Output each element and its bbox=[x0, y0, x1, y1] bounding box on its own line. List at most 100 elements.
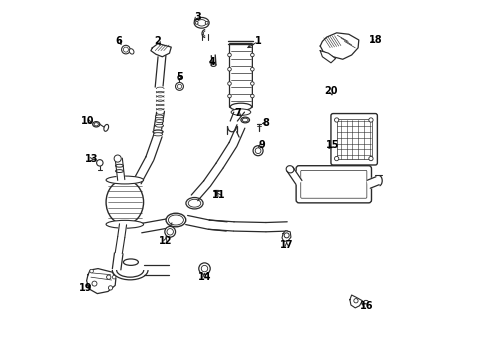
Polygon shape bbox=[320, 51, 335, 63]
Circle shape bbox=[112, 275, 116, 279]
Text: 4: 4 bbox=[208, 57, 215, 67]
Circle shape bbox=[227, 94, 231, 98]
Circle shape bbox=[353, 298, 357, 303]
Polygon shape bbox=[282, 231, 290, 242]
Circle shape bbox=[166, 229, 173, 235]
Circle shape bbox=[195, 21, 198, 24]
Text: 19: 19 bbox=[79, 283, 92, 293]
Ellipse shape bbox=[185, 198, 203, 209]
Circle shape bbox=[106, 275, 111, 279]
FancyBboxPatch shape bbox=[330, 113, 377, 165]
Circle shape bbox=[253, 146, 263, 156]
Text: 5: 5 bbox=[176, 72, 183, 82]
Polygon shape bbox=[133, 157, 153, 184]
Text: 16: 16 bbox=[359, 301, 373, 311]
Circle shape bbox=[92, 281, 97, 286]
Circle shape bbox=[108, 286, 112, 290]
Ellipse shape bbox=[93, 122, 100, 127]
Text: 14: 14 bbox=[197, 272, 211, 282]
Ellipse shape bbox=[153, 130, 163, 134]
Circle shape bbox=[227, 53, 231, 57]
Circle shape bbox=[205, 21, 207, 24]
Text: 20: 20 bbox=[324, 86, 337, 96]
Circle shape bbox=[227, 82, 231, 85]
Ellipse shape bbox=[115, 164, 123, 167]
Polygon shape bbox=[151, 44, 171, 57]
Text: 6: 6 bbox=[115, 36, 122, 46]
Ellipse shape bbox=[103, 125, 108, 131]
Polygon shape bbox=[366, 177, 378, 188]
Text: 9: 9 bbox=[258, 140, 264, 150]
Text: 7: 7 bbox=[233, 108, 240, 118]
Ellipse shape bbox=[115, 170, 123, 172]
Circle shape bbox=[175, 82, 183, 90]
Circle shape bbox=[284, 233, 288, 238]
Circle shape bbox=[250, 82, 254, 85]
Ellipse shape bbox=[210, 64, 216, 66]
FancyBboxPatch shape bbox=[229, 44, 252, 108]
Circle shape bbox=[177, 84, 181, 89]
Circle shape bbox=[250, 94, 254, 98]
Polygon shape bbox=[208, 220, 234, 231]
Polygon shape bbox=[86, 269, 116, 294]
Polygon shape bbox=[185, 216, 209, 229]
Ellipse shape bbox=[129, 49, 134, 54]
Circle shape bbox=[97, 159, 103, 166]
Ellipse shape bbox=[230, 103, 251, 111]
Polygon shape bbox=[265, 222, 287, 232]
Text: 15: 15 bbox=[325, 140, 339, 150]
Ellipse shape bbox=[242, 118, 247, 122]
Polygon shape bbox=[115, 237, 124, 254]
Circle shape bbox=[368, 118, 372, 122]
Polygon shape bbox=[208, 220, 226, 231]
Circle shape bbox=[201, 265, 207, 272]
Ellipse shape bbox=[106, 180, 143, 225]
Circle shape bbox=[123, 47, 128, 52]
Ellipse shape bbox=[153, 133, 163, 136]
Ellipse shape bbox=[177, 76, 181, 78]
Ellipse shape bbox=[194, 18, 209, 28]
Circle shape bbox=[198, 263, 210, 274]
Ellipse shape bbox=[241, 117, 249, 123]
Polygon shape bbox=[115, 158, 124, 180]
Ellipse shape bbox=[166, 213, 185, 227]
Polygon shape bbox=[143, 265, 169, 275]
Ellipse shape bbox=[168, 215, 183, 225]
FancyBboxPatch shape bbox=[296, 166, 371, 203]
Ellipse shape bbox=[106, 176, 143, 184]
Text: 17: 17 bbox=[279, 240, 293, 250]
Ellipse shape bbox=[231, 109, 250, 115]
Circle shape bbox=[334, 118, 338, 122]
Polygon shape bbox=[116, 262, 143, 270]
Text: 1: 1 bbox=[254, 36, 261, 46]
Ellipse shape bbox=[123, 259, 138, 265]
Polygon shape bbox=[118, 224, 126, 238]
Polygon shape bbox=[320, 33, 358, 59]
Ellipse shape bbox=[155, 120, 163, 122]
Circle shape bbox=[368, 157, 372, 161]
Ellipse shape bbox=[106, 220, 143, 228]
Circle shape bbox=[90, 269, 93, 273]
Circle shape bbox=[114, 155, 121, 162]
Ellipse shape bbox=[197, 19, 205, 26]
Ellipse shape bbox=[363, 300, 367, 304]
Text: 18: 18 bbox=[368, 35, 382, 45]
FancyBboxPatch shape bbox=[300, 170, 366, 198]
Ellipse shape bbox=[155, 115, 163, 118]
Polygon shape bbox=[215, 142, 236, 168]
Text: 3: 3 bbox=[194, 13, 200, 22]
Ellipse shape bbox=[94, 123, 98, 126]
Text: 10: 10 bbox=[81, 116, 94, 126]
Polygon shape bbox=[112, 253, 123, 270]
Ellipse shape bbox=[285, 166, 293, 173]
Polygon shape bbox=[191, 181, 210, 201]
Text: 11: 11 bbox=[212, 190, 225, 200]
Polygon shape bbox=[145, 134, 162, 160]
Circle shape bbox=[250, 53, 254, 57]
Text: 8: 8 bbox=[262, 118, 269, 128]
Circle shape bbox=[334, 157, 338, 161]
Text: 12: 12 bbox=[158, 237, 172, 247]
Polygon shape bbox=[203, 163, 223, 186]
Polygon shape bbox=[229, 125, 244, 146]
Circle shape bbox=[164, 226, 175, 237]
